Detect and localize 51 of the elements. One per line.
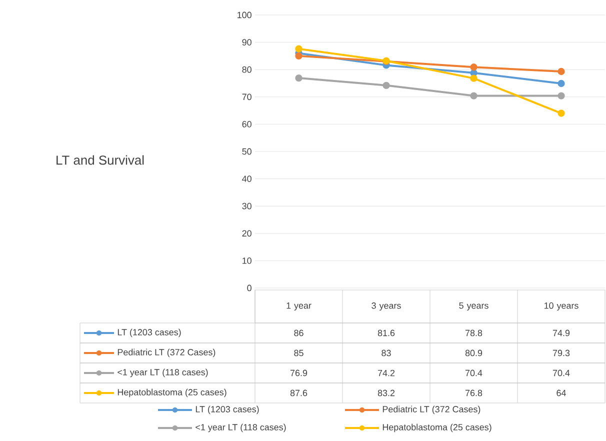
x-tick-label: 1 year [286,302,312,310]
point [558,68,565,76]
data-label: 87.6 [290,390,308,396]
data-label: 70.4 [465,370,482,376]
y-tick-label: 60 [242,121,252,128]
data-label: 76.8 [465,390,482,396]
point [558,110,565,117]
data-label: 79.3 [552,350,570,356]
data-label: 74.9 [552,330,570,336]
data-label: 64 [556,390,566,396]
point [470,92,478,100]
point [470,64,478,71]
y-tick-label: 50 [242,148,252,155]
y-tick-label: 10 [242,258,252,264]
text: LT and Survival [56,155,144,165]
y-tick-label: 100 [238,12,252,18]
data-label: 76.9 [290,370,308,376]
y-tick-label: 40 [242,176,252,182]
data-label: 81.6 [378,330,395,336]
y-tick-label: 70 [242,94,252,100]
data-label: 80.9 [465,350,482,356]
legend-label: <1 year LT (118 cases) [118,368,208,378]
y-tick-label: 20 [242,230,252,237]
data-label: 86 [294,330,304,336]
point [295,74,302,82]
y-tick-label: 0 [247,284,252,292]
legend-label: LT (1203 cases) [118,328,181,338]
data-label: 83.2 [378,390,395,396]
data-label: 78.8 [465,330,482,336]
point [382,82,390,90]
point [295,52,302,60]
legend-label: Pediatric LT (372 Cases) [118,348,216,358]
y-tick-label: 80 [242,66,252,73]
text: LT (1203 cases) [196,406,259,414]
data-label: 83 [382,350,391,356]
y-tick-label: 90 [242,39,252,46]
y-tick-label: 30 [242,202,252,210]
data-label: 70.4 [552,370,570,376]
point [470,74,478,82]
point [558,92,565,100]
data-label: 85 [294,350,304,356]
x-tick-label: 5 years [459,302,488,310]
point [295,45,302,52]
text: Hepatoblastoma (25 cases) [382,424,492,432]
point [558,80,565,88]
x-tick-label: 10 years [544,302,578,311]
text: <1 year LT (118 cases) [196,424,286,432]
text: Pediatric LT (372 Cases) [382,406,480,414]
x-tick-label: 3 years [372,302,401,311]
legend-label: Hepatoblastoma (25 cases) [118,388,226,398]
data-label: 74.2 [378,370,395,376]
